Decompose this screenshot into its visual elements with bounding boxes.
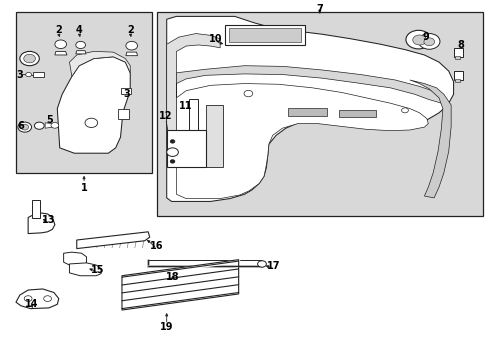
Bar [118, 109, 128, 119]
Text: 2: 2 [55, 25, 61, 35]
Bar [157, 12, 482, 216]
Bar [188, 99, 198, 141]
Text: 3: 3 [17, 69, 23, 80]
Polygon shape [176, 84, 427, 199]
Circle shape [55, 40, 66, 49]
Circle shape [24, 54, 35, 63]
Circle shape [257, 261, 266, 267]
Polygon shape [166, 17, 453, 202]
Text: 7: 7 [316, 4, 323, 14]
Circle shape [18, 122, 31, 132]
Circle shape [170, 140, 175, 143]
Circle shape [418, 33, 439, 49]
Circle shape [125, 41, 137, 50]
Text: 13: 13 [42, 215, 56, 225]
Bar [228, 28, 301, 42]
Polygon shape [45, 123, 52, 128]
Circle shape [412, 35, 426, 45]
Polygon shape [16, 289, 59, 309]
Text: 17: 17 [266, 261, 280, 271]
Bar [31, 201, 40, 217]
Text: 5: 5 [46, 115, 53, 125]
Bar [33, 72, 43, 77]
Polygon shape [166, 33, 220, 144]
Polygon shape [409, 80, 450, 198]
Text: 1: 1 [81, 183, 87, 193]
Circle shape [405, 30, 430, 49]
Circle shape [401, 108, 407, 113]
Text: 3: 3 [123, 89, 130, 99]
Text: 14: 14 [25, 299, 38, 309]
Circle shape [166, 148, 178, 157]
Bar [16, 12, 152, 173]
Text: 18: 18 [165, 272, 179, 282]
Bar [454, 79, 459, 82]
Circle shape [24, 296, 32, 301]
Bar [205, 105, 222, 167]
Bar [339, 110, 375, 117]
Polygon shape [69, 51, 130, 76]
Text: 9: 9 [422, 32, 428, 42]
Polygon shape [28, 213, 55, 234]
Polygon shape [176, 66, 441, 103]
Polygon shape [125, 52, 137, 56]
Bar [454, 56, 459, 59]
Circle shape [20, 51, 39, 66]
Bar [453, 48, 462, 57]
Circle shape [76, 41, 85, 49]
Circle shape [34, 122, 44, 129]
Circle shape [170, 159, 175, 163]
Circle shape [423, 38, 434, 46]
Text: 11: 11 [179, 102, 192, 111]
Bar [287, 108, 326, 116]
Text: 2: 2 [126, 25, 133, 35]
Polygon shape [57, 57, 130, 153]
Text: 8: 8 [456, 40, 464, 50]
Text: 6: 6 [18, 121, 24, 131]
Bar [453, 71, 462, 80]
Circle shape [51, 122, 59, 128]
Polygon shape [76, 51, 86, 54]
Circle shape [244, 90, 252, 97]
Polygon shape [77, 232, 149, 249]
Polygon shape [63, 252, 86, 265]
Circle shape [21, 124, 29, 130]
Bar [166, 130, 205, 167]
Bar [120, 88, 131, 94]
Text: 12: 12 [159, 111, 172, 121]
Text: 4: 4 [76, 25, 82, 35]
Circle shape [26, 72, 31, 77]
Polygon shape [55, 51, 67, 55]
Text: 19: 19 [160, 322, 173, 332]
Circle shape [85, 118, 98, 127]
Bar [224, 25, 305, 45]
Text: 10: 10 [208, 34, 222, 44]
Text: 15: 15 [91, 265, 104, 275]
Polygon shape [69, 263, 101, 276]
Circle shape [43, 296, 51, 301]
Text: 16: 16 [150, 241, 163, 251]
